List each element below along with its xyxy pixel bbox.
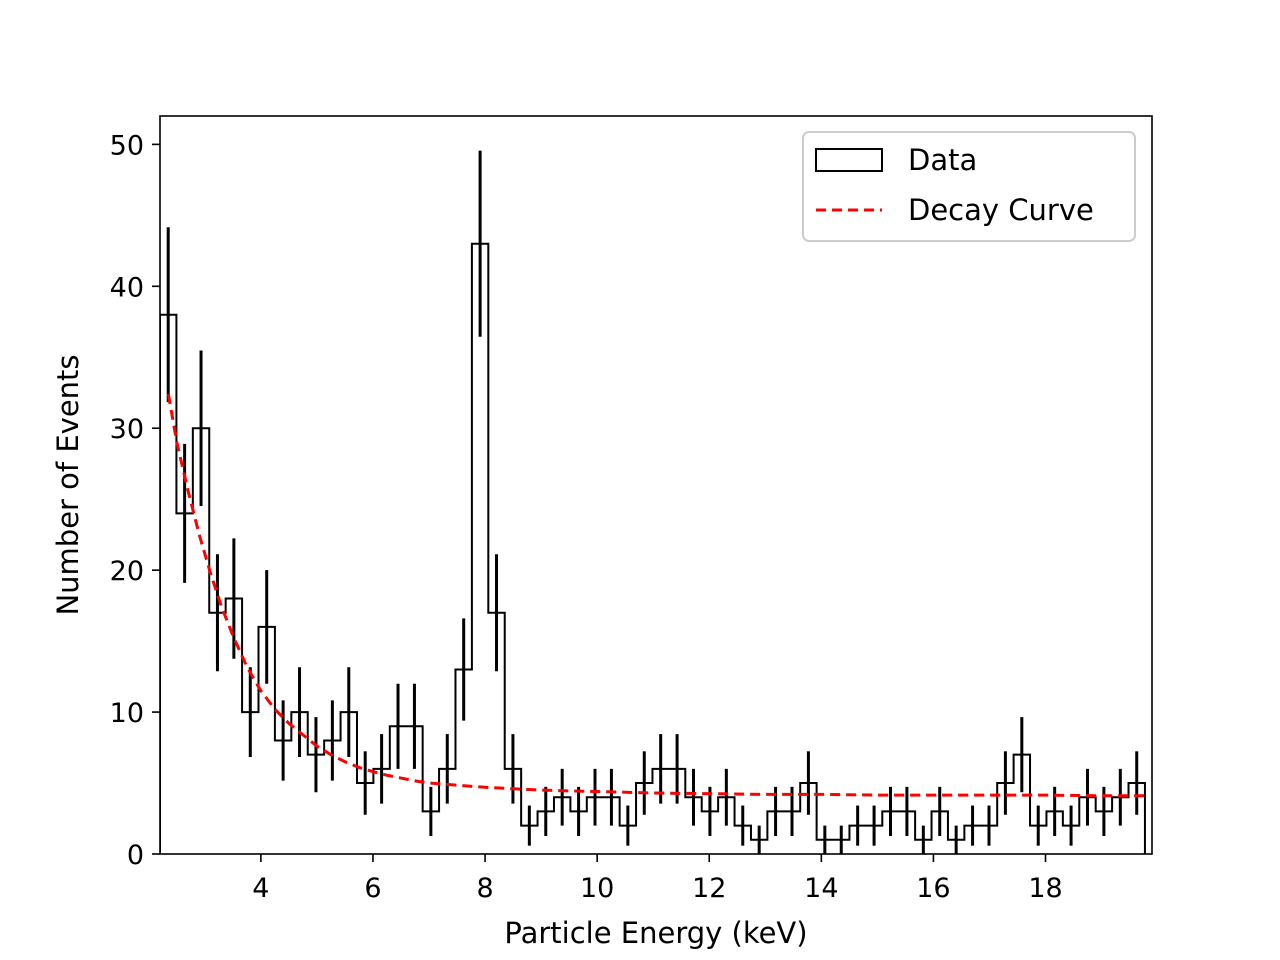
histogram-outline — [160, 242, 1146, 854]
legend: Data Decay Curve — [802, 131, 1136, 242]
y-tick-label: 10 — [110, 698, 144, 729]
legend-data-swatch — [815, 148, 883, 172]
histogram-bins — [160, 242, 1146, 854]
decay-curve-line — [166, 393, 1147, 798]
plot-contents — [160, 150, 1147, 854]
y-tick-label: 30 — [110, 414, 144, 445]
x-tick-label: 16 — [916, 873, 950, 904]
y-tick-label: 20 — [110, 556, 144, 587]
x-tick-label: 18 — [1028, 873, 1062, 904]
plot-area — [160, 150, 1147, 854]
x-tick-label: 12 — [692, 873, 726, 904]
x-tick-label: 8 — [476, 873, 493, 904]
y-tick-label: 40 — [110, 272, 144, 303]
legend-data-label: Data — [908, 143, 977, 177]
legend-curve-label: Decay Curve — [908, 193, 1094, 227]
x-tick-label: 10 — [580, 873, 614, 904]
x-tick-label: 4 — [252, 873, 269, 904]
axes-frame — [159, 115, 1153, 855]
axes: 4 6 8 10 12 14 16 18 0 10 20 30 40 50 — [110, 115, 1153, 904]
error-bars — [166, 150, 1139, 854]
legend-box — [802, 131, 1136, 242]
y-tick-label: 0 — [127, 840, 144, 871]
y-axis-title: Number of Events — [51, 354, 85, 615]
x-tick-label: 6 — [364, 873, 381, 904]
x-axis-title: Particle Energy (keV) — [504, 916, 807, 950]
y-tick-label: 50 — [110, 130, 144, 161]
x-tick-label: 14 — [804, 873, 838, 904]
